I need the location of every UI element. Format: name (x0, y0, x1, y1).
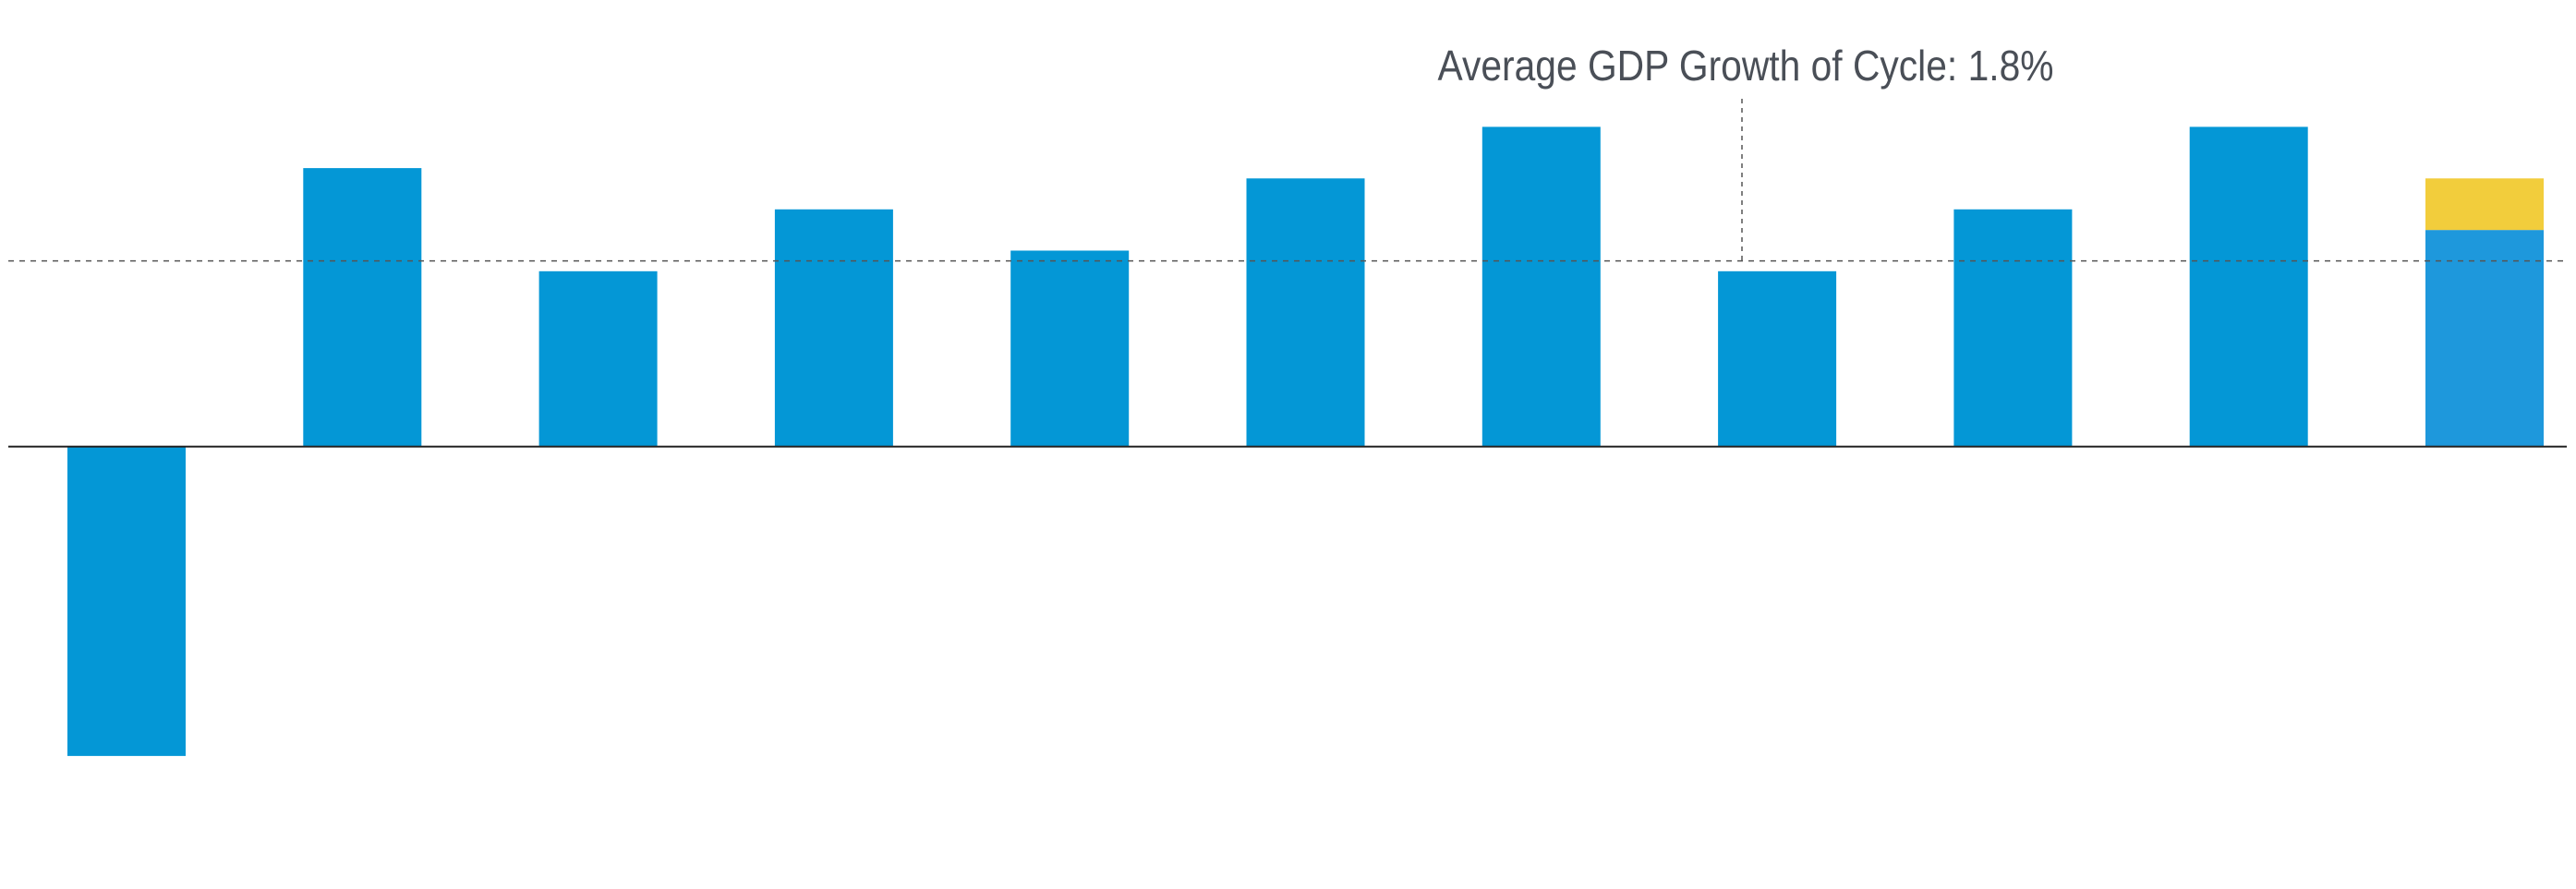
bar (1953, 209, 2073, 447)
bar (2425, 178, 2544, 231)
annotation: Average GDP Growth of Cycle: 1.8% (1438, 42, 2054, 90)
bar (67, 446, 186, 756)
bar (774, 209, 893, 447)
bar (1010, 250, 1130, 447)
bar (2425, 230, 2544, 447)
bar (538, 270, 658, 447)
bar (1482, 126, 1601, 447)
bar (1718, 270, 1837, 447)
bar (303, 168, 422, 447)
bar (2189, 126, 2308, 447)
bar (1246, 178, 1365, 447)
